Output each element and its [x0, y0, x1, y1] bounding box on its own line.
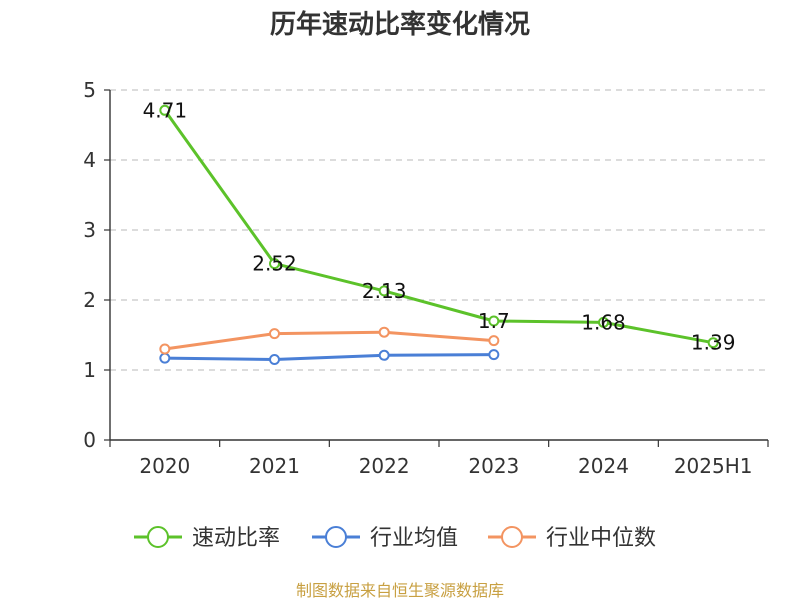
data-point: [159, 104, 171, 116]
data-point: [488, 315, 500, 327]
legend-marker: [147, 526, 169, 548]
data-point: [378, 285, 390, 297]
legend-label: 行业均值: [370, 526, 458, 551]
x-tick-label: 2024: [578, 454, 629, 478]
data-point: [159, 352, 171, 364]
data-point: [598, 316, 609, 328]
data-point: [269, 328, 280, 340]
x-tick-label: 2020: [139, 454, 190, 478]
legend-item: 行业均值: [312, 526, 458, 551]
data-point: [269, 354, 280, 365]
series-line-2: [164, 330, 494, 351]
series-line-1: [164, 353, 494, 361]
data-point: [707, 337, 719, 349]
series-lines: [159, 104, 719, 365]
data-label: 1.7: [478, 309, 510, 333]
y-tick-label: 3: [83, 218, 96, 242]
grid-lines: [110, 89, 768, 371]
data-label: 4.71: [143, 98, 188, 122]
legend: 速动比率 行业均值 行业中位数: [134, 526, 656, 551]
data-label: 2.13: [362, 279, 407, 303]
x-tick-label: 2021: [249, 454, 300, 478]
legend-label: 行业中位数: [546, 526, 656, 551]
axes: 0 1 2 3 4 5 2020 2021 2022 2023 2024 2025H1: [83, 78, 769, 478]
x-tick-label: 2023: [468, 454, 519, 478]
data-point: [488, 335, 500, 347]
data-labels: 4.71 2.52 2.13 1.7 1.68 1.39: [143, 98, 736, 354]
data-point: [159, 343, 171, 355]
x-tick-label: 2025H1: [674, 454, 753, 478]
data-point: [378, 349, 390, 361]
series-line-0: [163, 109, 714, 345]
data-label: 2.52: [252, 252, 297, 276]
y-tick-label: 1: [83, 358, 96, 382]
data-point: [269, 258, 280, 270]
y-tick-label: 0: [83, 428, 96, 452]
legend-item: 行业中位数: [488, 526, 656, 551]
x-tick-label: 2022: [359, 454, 410, 478]
legend-label: 速动比率: [192, 526, 280, 551]
data-label: 1.68: [581, 310, 626, 334]
legend-marker: [501, 526, 523, 548]
data-point: [378, 326, 390, 338]
data-source-note: 制图数据来自恒生聚源数据库: [296, 581, 504, 600]
y-tick-label: 5: [83, 78, 96, 102]
y-tick-label: 2: [83, 288, 96, 312]
y-tick-label: 4: [83, 148, 96, 172]
data-point: [488, 349, 500, 361]
legend-item: 速动比率: [134, 526, 280, 551]
legend-marker: [325, 526, 347, 548]
chart-title: 历年速动比率变化情况: [270, 9, 530, 40]
data-label: 1.39: [691, 331, 736, 355]
